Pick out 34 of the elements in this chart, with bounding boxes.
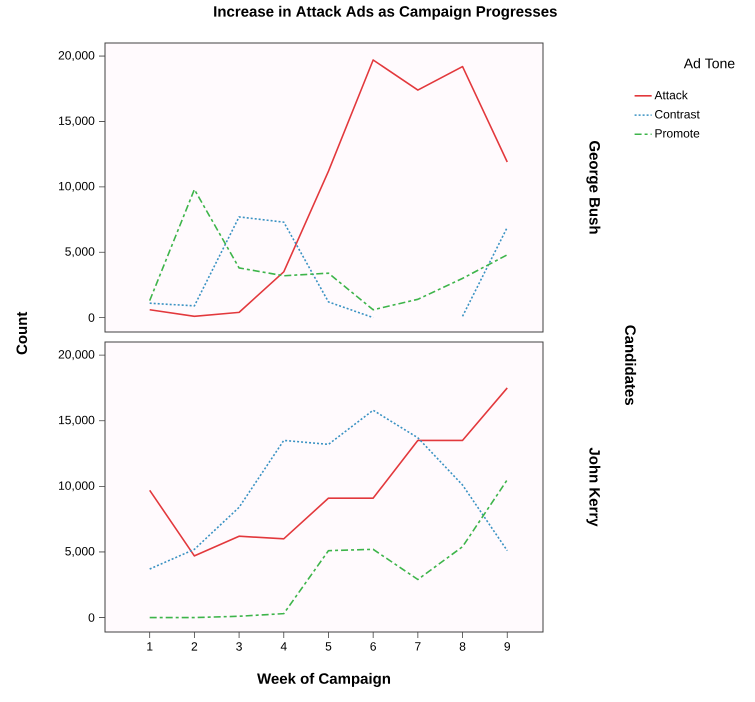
x-tick-label: 3 xyxy=(236,642,242,651)
y-tick-label: 20,000 xyxy=(58,51,94,62)
x-tick-label: 7 xyxy=(415,642,421,650)
legend-label: Attack xyxy=(654,90,688,100)
x-tick-label: 4 xyxy=(280,642,287,650)
y-tick-label: 10,000 xyxy=(59,481,94,492)
y-tick-label: 5,000 xyxy=(65,247,94,258)
x-tick-label: 2 xyxy=(192,642,198,651)
line-series xyxy=(148,409,508,570)
chart-title: Increase in Attack Ads as Campaign Progresses xyxy=(214,6,557,20)
y-tick-label: 0 xyxy=(88,613,94,622)
x-tick-label: 8 xyxy=(460,642,466,651)
text: Candidates xyxy=(625,325,636,406)
y2-axis-title: George Bush xyxy=(586,141,600,234)
legend-label: Promote xyxy=(655,129,700,138)
x-tick-label: 9 xyxy=(504,642,510,651)
x-tick-label: 5 xyxy=(326,642,332,651)
line-series xyxy=(148,387,508,557)
legend-title: Ad Tone xyxy=(684,58,734,68)
y-tick-label: 0 xyxy=(88,313,94,322)
y-tick-label: 10,000 xyxy=(59,182,94,192)
x-tick-label: 1 xyxy=(147,642,152,650)
legend-label: Contrast xyxy=(655,110,700,119)
y-tick-label: 15,000 xyxy=(59,116,94,126)
y-tick-label: 15,000 xyxy=(59,416,94,426)
x-tick-label: 6 xyxy=(370,642,376,651)
y2-axis-title: John Kerry xyxy=(586,448,600,526)
y-tick-label: 5,000 xyxy=(65,547,94,557)
y-tick-label: 20,000 xyxy=(58,350,94,360)
x-axis-title: Week of Campaign xyxy=(257,672,390,687)
y-axis-title: Count xyxy=(16,312,28,354)
line-series xyxy=(148,478,508,618)
line-series xyxy=(148,59,508,318)
line-series xyxy=(148,188,508,311)
